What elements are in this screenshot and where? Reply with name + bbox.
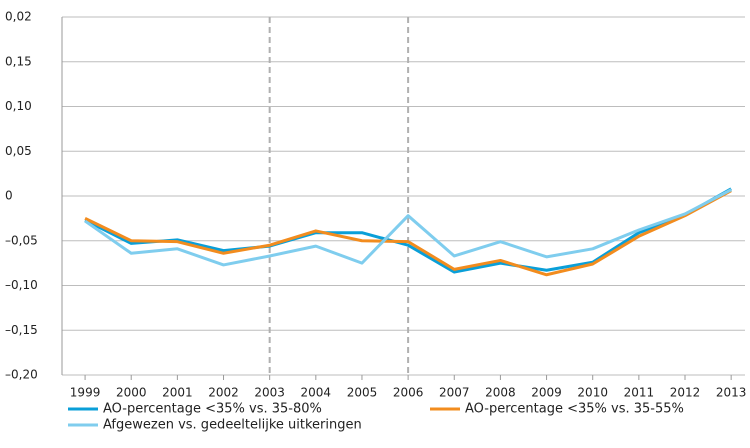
x-tick-label: 2006 [393,386,424,400]
x-tick-label: 2000 [116,386,147,400]
x-tick-label: 2003 [254,386,285,400]
y-tick-label: 0,05 [5,144,32,158]
x-tick-label: 2010 [577,386,608,400]
x-tick-label: 2008 [485,386,516,400]
x-tick-label: 2004 [301,386,332,400]
series-line [84,189,732,277]
y-tick-label: –0,15 [5,323,38,337]
y-tick-label: 0,02 [5,10,32,24]
x-tick-label: 2007 [439,386,470,400]
y-tick-label: –0,05 [5,233,38,247]
x-tick-label: 2005 [347,386,378,400]
series-line [84,187,732,274]
x-tick-label: 2012 [670,386,701,400]
y-tick-label: 0,15 [5,54,32,68]
y-tick-label: –0,20 [5,368,38,382]
legend-label: AO-percentage <35% vs. 35-55% [465,402,684,417]
y-tick-label: 0,10 [5,99,32,113]
x-tick-label: 2001 [162,386,193,400]
legend-label: AO-percentage <35% vs. 35-80% [103,402,322,417]
series-line [84,188,732,267]
y-tick-label: –0,10 [5,278,38,292]
x-tick-label: 2009 [531,386,562,400]
y-tick-label: 0 [5,189,13,203]
x-tick-label: 2013 [716,386,747,400]
x-tick-label: 2011 [624,386,655,400]
x-tick-label: 1999 [70,386,101,400]
legend-label: Afgewezen vs. gedeeltelijke uitkeringen [103,418,362,433]
x-tick-label: 2002 [208,386,239,400]
